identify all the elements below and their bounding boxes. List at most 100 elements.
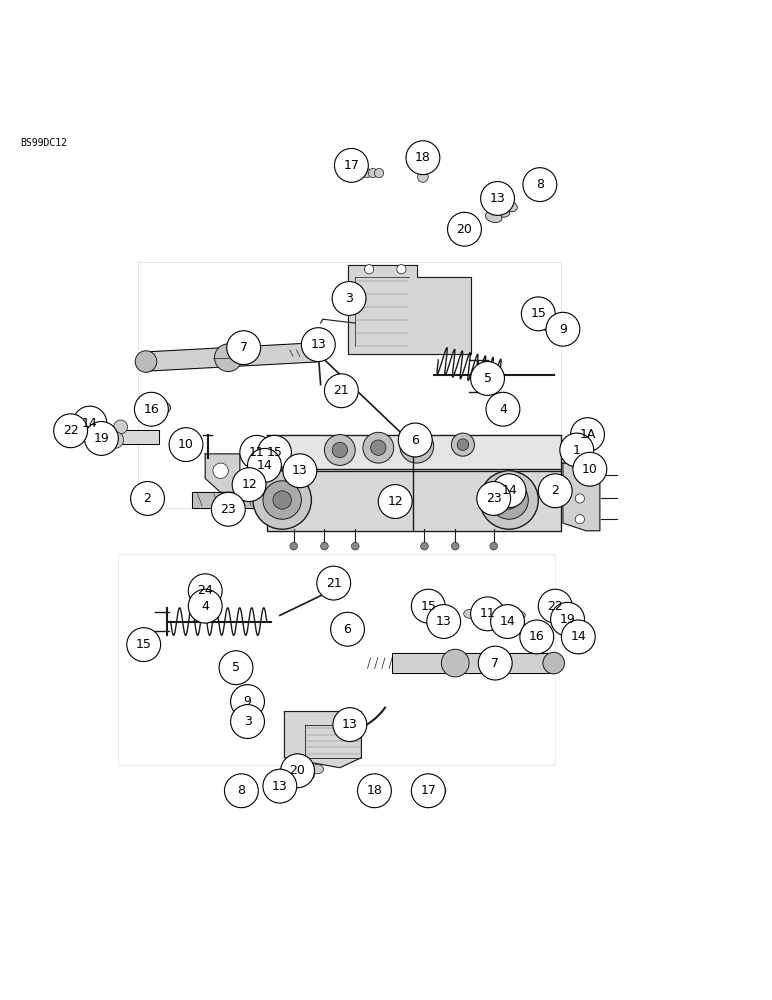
Ellipse shape <box>493 206 510 217</box>
Circle shape <box>411 589 445 623</box>
Circle shape <box>480 471 538 529</box>
Text: 18: 18 <box>367 784 382 797</box>
Text: 21: 21 <box>334 384 349 397</box>
Text: 22: 22 <box>63 424 79 437</box>
Circle shape <box>363 432 394 463</box>
Text: 16: 16 <box>144 403 159 416</box>
Text: 2: 2 <box>144 492 151 505</box>
Circle shape <box>283 454 317 488</box>
Circle shape <box>400 429 434 463</box>
Circle shape <box>541 318 554 331</box>
Circle shape <box>486 392 520 426</box>
Text: 17: 17 <box>344 159 359 172</box>
Circle shape <box>362 168 371 178</box>
Circle shape <box>333 708 367 742</box>
Text: 17: 17 <box>421 784 436 797</box>
Circle shape <box>575 494 584 503</box>
Ellipse shape <box>271 783 286 793</box>
Text: 3: 3 <box>244 715 252 728</box>
Circle shape <box>521 297 555 331</box>
Circle shape <box>351 542 359 550</box>
Text: 14: 14 <box>256 459 273 472</box>
Circle shape <box>130 482 164 515</box>
Ellipse shape <box>274 454 286 462</box>
Circle shape <box>481 182 514 215</box>
Circle shape <box>147 638 160 651</box>
Circle shape <box>188 574 222 608</box>
Circle shape <box>550 602 584 636</box>
Text: 2: 2 <box>551 484 559 497</box>
Text: 15: 15 <box>266 446 283 459</box>
Circle shape <box>320 542 328 550</box>
Circle shape <box>373 784 384 795</box>
Circle shape <box>364 265 374 274</box>
Circle shape <box>212 492 245 526</box>
Circle shape <box>479 646 512 680</box>
Circle shape <box>290 542 297 550</box>
Circle shape <box>411 774 445 808</box>
Circle shape <box>54 414 87 448</box>
Circle shape <box>490 542 497 550</box>
Circle shape <box>448 212 482 246</box>
Circle shape <box>374 168 384 178</box>
Text: 23: 23 <box>486 492 502 505</box>
Text: 12: 12 <box>241 478 257 491</box>
Circle shape <box>215 344 242 372</box>
Circle shape <box>452 542 459 550</box>
Text: 11: 11 <box>479 607 496 620</box>
Ellipse shape <box>290 768 304 778</box>
Text: BS99DC12: BS99DC12 <box>21 138 68 148</box>
Text: 22: 22 <box>547 600 563 613</box>
Ellipse shape <box>511 611 525 620</box>
Ellipse shape <box>486 211 502 223</box>
Text: 13: 13 <box>342 718 357 731</box>
Circle shape <box>213 463 229 478</box>
Text: 5: 5 <box>232 661 240 674</box>
Text: 7: 7 <box>239 341 248 354</box>
Circle shape <box>330 612 364 646</box>
Circle shape <box>398 423 432 457</box>
Circle shape <box>493 474 526 508</box>
Circle shape <box>324 435 355 465</box>
Text: 19: 19 <box>93 432 110 445</box>
Ellipse shape <box>155 402 171 413</box>
Circle shape <box>546 312 580 346</box>
Polygon shape <box>192 492 267 508</box>
Circle shape <box>520 620 554 654</box>
Circle shape <box>324 374 358 408</box>
Polygon shape <box>527 181 545 191</box>
Polygon shape <box>115 430 159 444</box>
Text: 18: 18 <box>415 151 431 164</box>
Circle shape <box>301 328 335 362</box>
Text: 6: 6 <box>344 623 351 636</box>
Circle shape <box>538 589 572 623</box>
Circle shape <box>245 698 258 710</box>
Circle shape <box>408 438 425 455</box>
Circle shape <box>188 589 222 623</box>
Text: 23: 23 <box>221 503 236 516</box>
Text: 4: 4 <box>499 403 507 416</box>
Circle shape <box>471 362 504 395</box>
Circle shape <box>135 351 157 372</box>
Ellipse shape <box>464 609 478 618</box>
Text: 1A: 1A <box>579 428 596 441</box>
Polygon shape <box>237 785 256 796</box>
Polygon shape <box>267 469 561 531</box>
Circle shape <box>561 620 595 654</box>
Text: 15: 15 <box>530 307 547 320</box>
Circle shape <box>371 440 386 455</box>
Text: 9: 9 <box>244 695 252 708</box>
Circle shape <box>240 435 274 469</box>
Text: 13: 13 <box>436 615 452 628</box>
Text: 7: 7 <box>491 657 499 670</box>
Text: 11: 11 <box>249 446 265 459</box>
Circle shape <box>273 491 291 509</box>
Circle shape <box>332 442 347 458</box>
Ellipse shape <box>300 771 314 780</box>
Circle shape <box>231 685 265 718</box>
Text: 14: 14 <box>571 630 586 643</box>
Circle shape <box>140 638 152 651</box>
Circle shape <box>421 542 428 550</box>
Circle shape <box>73 406 107 440</box>
Polygon shape <box>392 653 554 673</box>
